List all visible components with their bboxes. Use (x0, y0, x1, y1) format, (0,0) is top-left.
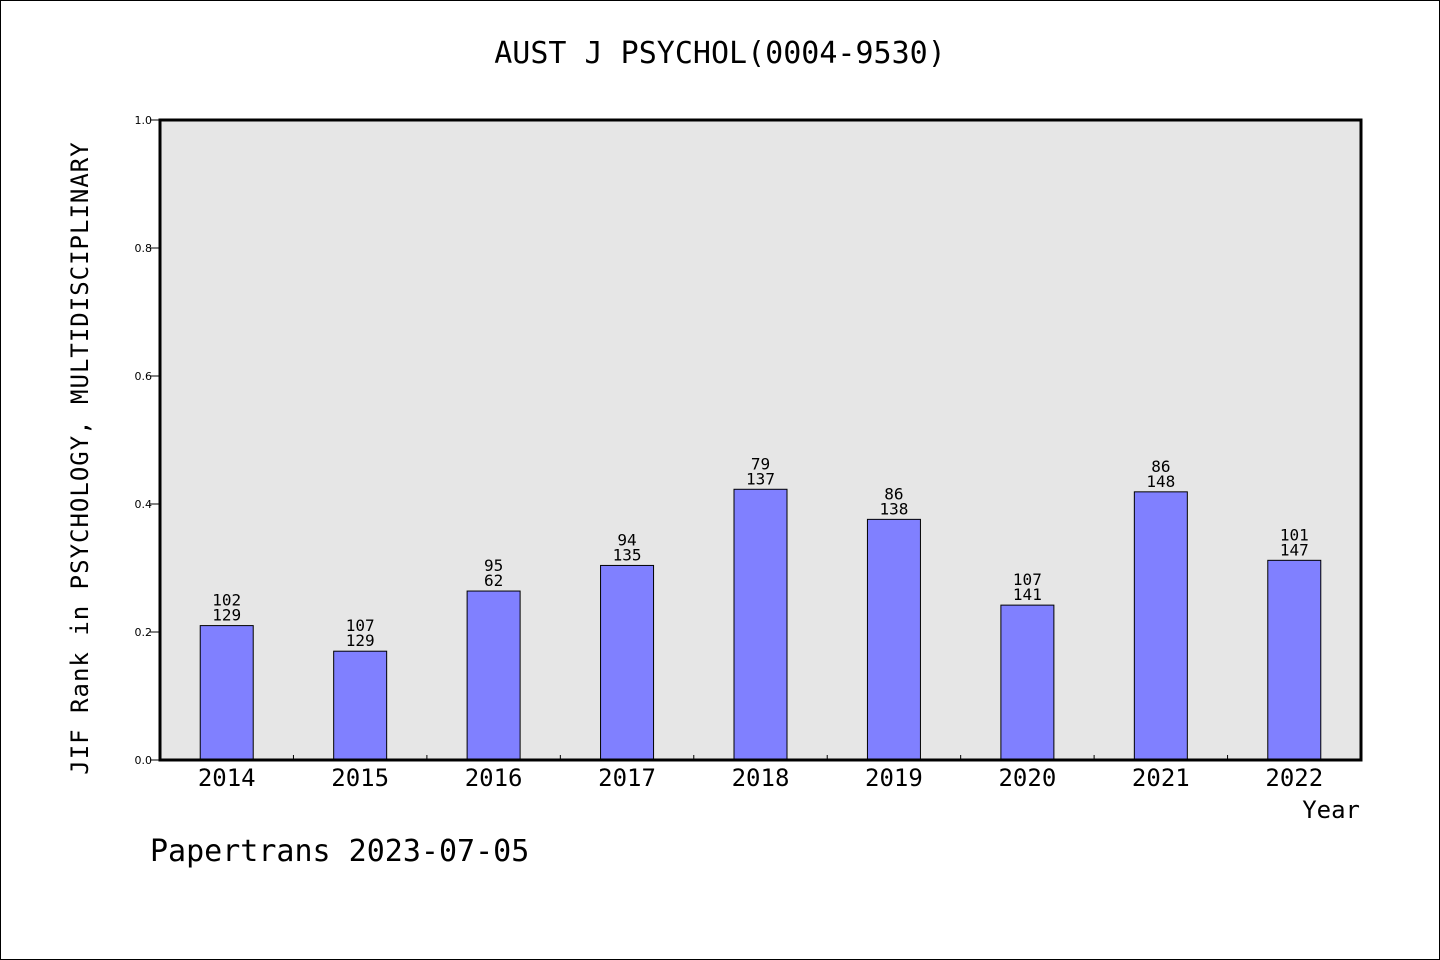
y-tick-label: 0.8 (135, 242, 153, 255)
bar-label-top: 101 (1280, 525, 1309, 544)
bar-label-top: 86 (1151, 457, 1170, 476)
bar (1000, 604, 1055, 761)
x-tick-label: 2020 (998, 764, 1056, 792)
bar (199, 625, 254, 761)
bar-label-bottom: 141 (1013, 585, 1042, 604)
x-tick-label: 2014 (198, 764, 256, 792)
bar-label-bottom: 137 (746, 469, 775, 488)
x-axis-title: Year (1302, 796, 1360, 824)
bar-label-bottom: 129 (346, 631, 375, 650)
y-tick-label: 1.0 (135, 114, 153, 127)
x-tick-label: 2019 (865, 764, 923, 792)
x-tick-label: 2017 (598, 764, 656, 792)
watermark-text: Papertrans 2023-07-05 (150, 834, 530, 869)
x-tick-label: 2015 (331, 764, 389, 792)
y-tick-label: 0.4 (135, 498, 153, 511)
bar (1267, 559, 1322, 761)
bar (333, 650, 388, 761)
y-tick-label: 0.0 (135, 754, 153, 767)
bar (866, 518, 921, 761)
bar-label-top: 79 (751, 454, 770, 473)
bar (1133, 491, 1188, 761)
bar-label-top: 107 (1013, 570, 1042, 589)
x-tick-label: 2018 (732, 764, 790, 792)
bar (600, 564, 655, 761)
bar-label-bottom: 147 (1280, 540, 1309, 559)
bar (466, 590, 521, 761)
bar-label-top: 107 (346, 616, 375, 635)
bar-label-top: 95 (484, 556, 503, 575)
x-tick-label: 2021 (1132, 764, 1190, 792)
y-axis-title: JIF Rank in PSYCHOLOGY, MULTIDISCIPLINAR… (66, 141, 94, 775)
x-tick-label: 2022 (1265, 764, 1323, 792)
y-tick-label: 0.6 (135, 370, 153, 383)
x-tick-label: 2016 (465, 764, 523, 792)
bar-label-bottom: 62 (484, 571, 503, 590)
bar-label-bottom: 129 (212, 606, 241, 625)
plot-border (158, 118, 1363, 762)
bar-label-top: 102 (212, 591, 241, 610)
chart-title: AUST J PSYCHOL(0004-9530) (494, 36, 946, 71)
y-tick-label: 0.2 (135, 626, 153, 639)
bar-label-top: 86 (884, 484, 903, 503)
bar-label-top: 94 (617, 530, 636, 549)
bar-label-bottom: 148 (1146, 472, 1175, 491)
bar-label-bottom: 135 (613, 545, 642, 564)
bar (733, 488, 788, 761)
bar-label-bottom: 138 (879, 499, 908, 518)
